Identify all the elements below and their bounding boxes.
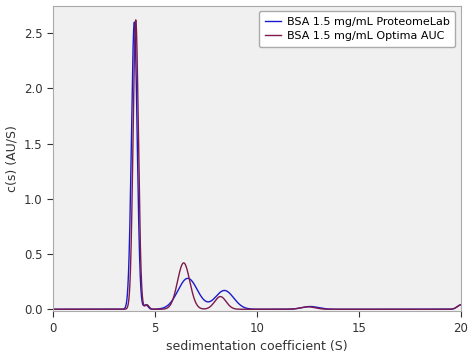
- BSA 1.5 mg/mL Optima AUC: [459, 303, 465, 307]
- BSA 1.5 mg/mL Optima AUC: [50, 307, 56, 311]
- X-axis label: sedimentation coefficient (S): sedimentation coefficient (S): [166, 340, 348, 354]
- BSA 1.5 mg/mL ProteomeLab: [131, 20, 137, 24]
- Line: BSA 1.5 mg/mL Optima AUC: BSA 1.5 mg/mL Optima AUC: [53, 20, 462, 309]
- BSA 1.5 mg/mL ProteomeLab: [207, 299, 212, 304]
- BSA 1.5 mg/mL ProteomeLab: [50, 307, 56, 311]
- Line: BSA 1.5 mg/mL ProteomeLab: BSA 1.5 mg/mL ProteomeLab: [53, 22, 462, 309]
- BSA 1.5 mg/mL ProteomeLab: [316, 306, 322, 310]
- BSA 1.5 mg/mL ProteomeLab: [459, 303, 465, 307]
- BSA 1.5 mg/mL ProteomeLab: [296, 306, 301, 311]
- BSA 1.5 mg/mL Optima AUC: [125, 305, 130, 309]
- BSA 1.5 mg/mL Optima AUC: [133, 18, 138, 22]
- Y-axis label: c(s) (AU/S): c(s) (AU/S): [6, 125, 18, 192]
- Legend: BSA 1.5 mg/mL ProteomeLab, BSA 1.5 mg/mL Optima AUC: BSA 1.5 mg/mL ProteomeLab, BSA 1.5 mg/mL…: [259, 11, 456, 47]
- BSA 1.5 mg/mL Optima AUC: [296, 306, 301, 311]
- BSA 1.5 mg/mL ProteomeLab: [125, 292, 130, 296]
- BSA 1.5 mg/mL Optima AUC: [387, 307, 392, 311]
- BSA 1.5 mg/mL ProteomeLab: [387, 307, 392, 311]
- BSA 1.5 mg/mL Optima AUC: [316, 306, 322, 311]
- BSA 1.5 mg/mL ProteomeLab: [356, 307, 361, 311]
- BSA 1.5 mg/mL Optima AUC: [207, 305, 212, 309]
- BSA 1.5 mg/mL Optima AUC: [356, 307, 361, 311]
